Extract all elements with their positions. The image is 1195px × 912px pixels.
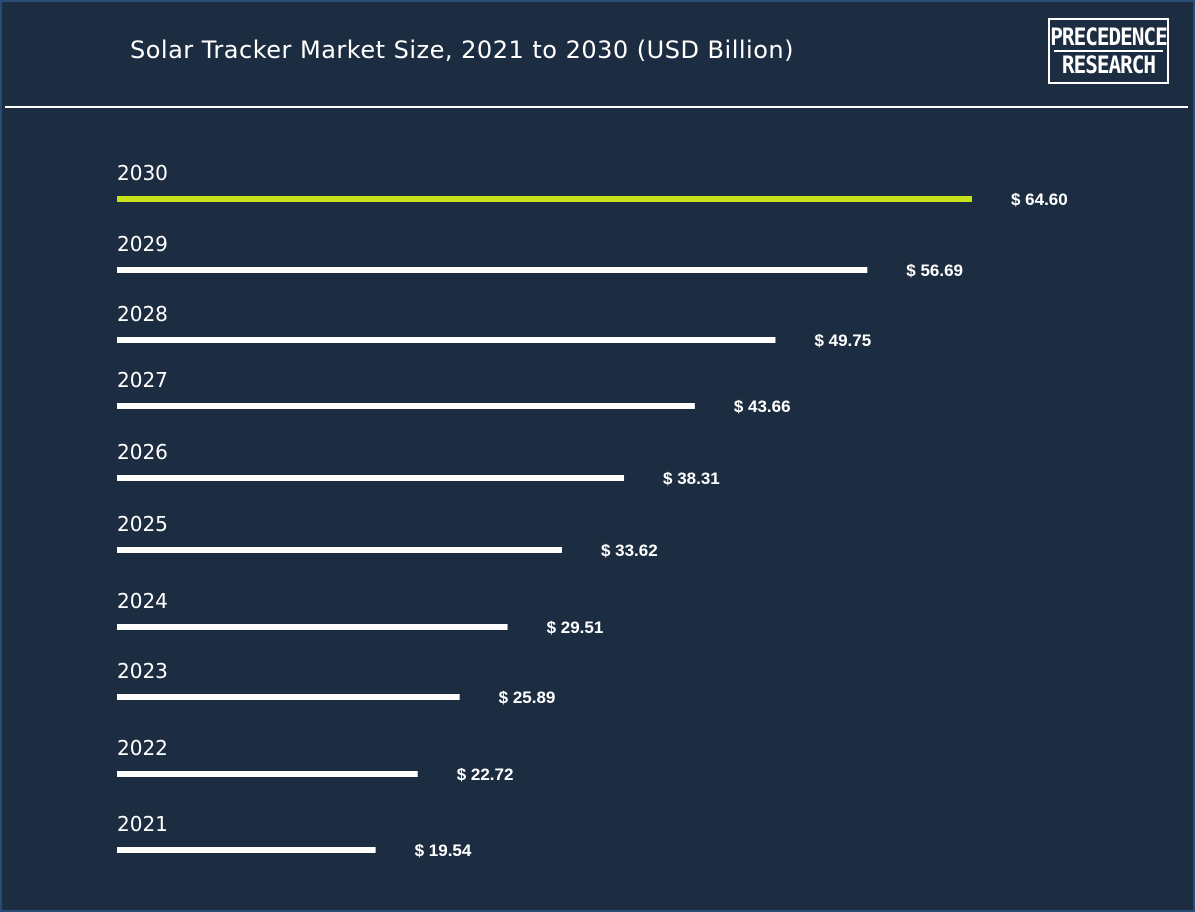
category-label: 2030 (117, 161, 168, 185)
logo-line-1: PRECEDENCE (1050, 23, 1167, 51)
category-label: 2025 (117, 512, 168, 536)
logo-line-2: RESEARCH (1061, 51, 1156, 79)
value-label: $ 38.31 (663, 469, 720, 488)
bar (117, 196, 972, 202)
category-label: 2022 (117, 736, 168, 760)
value-label: $ 19.54 (415, 841, 472, 860)
chart-title: Solar Tracker Market Size, 2021 to 2030 … (130, 36, 794, 64)
bar (117, 267, 868, 273)
brand-logo: PRECEDENCE RESEARCH (1048, 18, 1169, 84)
value-label: $ 22.72 (457, 765, 514, 784)
category-label: 2026 (117, 440, 168, 464)
value-label: $ 43.66 (734, 397, 791, 416)
bar (117, 547, 562, 553)
value-label: $ 29.51 (547, 618, 604, 637)
bar (117, 694, 460, 700)
value-label: $ 49.75 (814, 331, 871, 350)
header-divider (5, 106, 1188, 108)
bar (117, 771, 418, 777)
category-label: 2027 (117, 368, 168, 392)
value-label: $ 56.69 (906, 261, 963, 280)
value-label: $ 64.60 (1011, 190, 1068, 209)
category-label: 2029 (117, 232, 168, 256)
value-label: $ 25.89 (499, 688, 556, 707)
bar (117, 847, 376, 853)
bar (117, 337, 776, 343)
value-label: $ 33.62 (601, 541, 658, 560)
category-label: 2028 (117, 302, 168, 326)
bar (117, 403, 695, 409)
bar (117, 624, 508, 630)
bar (117, 475, 625, 481)
category-label: 2024 (117, 589, 168, 613)
logo-divider (1054, 50, 1163, 52)
category-label: 2021 (117, 812, 168, 836)
category-label: 2023 (117, 659, 168, 683)
